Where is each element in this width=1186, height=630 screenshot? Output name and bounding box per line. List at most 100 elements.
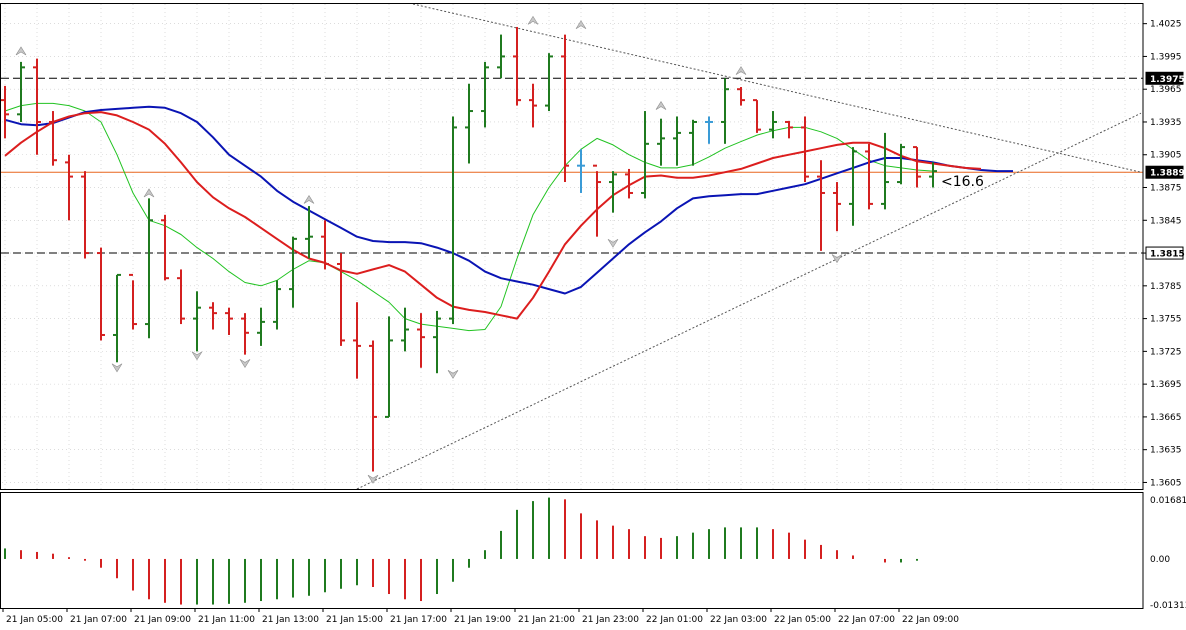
moving-averages bbox=[4, 102, 1013, 332]
ohlc-bar bbox=[929, 162, 937, 188]
ohlc-bar bbox=[81, 171, 89, 259]
ohlc-bar bbox=[897, 143, 905, 185]
ohlc-bar bbox=[529, 83, 537, 128]
price-tick-label: 1.3695 bbox=[1150, 380, 1182, 390]
price-badge-label: 1.3815 bbox=[1150, 250, 1185, 260]
time-tick-label: 22 Jan 03:00 bbox=[710, 615, 767, 625]
ma-green-line bbox=[4, 102, 934, 332]
ohlc-bar bbox=[337, 253, 345, 346]
ma-blue-line bbox=[4, 105, 1013, 295]
main-panel-frame bbox=[0, 3, 1144, 490]
time-tick-label: 21 Jan 13:00 bbox=[262, 615, 319, 625]
ohlc-bar bbox=[209, 302, 217, 330]
oscillator-tick-label: 0.01681 bbox=[1150, 496, 1186, 506]
price-tick-label: 1.3755 bbox=[1150, 315, 1182, 325]
ohlc-bar bbox=[1, 85, 9, 139]
ohlc-bar bbox=[657, 118, 665, 166]
ohlc-bar bbox=[321, 220, 329, 270]
ohlc-bar bbox=[513, 26, 521, 106]
fractal-up-icon bbox=[143, 188, 155, 198]
fractal-up-icon bbox=[575, 20, 587, 30]
ohlc-bar bbox=[465, 83, 473, 164]
ohlc-bar bbox=[49, 111, 57, 166]
ohlc-bar bbox=[385, 316, 393, 418]
axes: 1.4025 1.3995 1.3965 1.3935 1.3905 1.3875 1.38… bbox=[2, 20, 1186, 625]
price-badge: 1.3975 bbox=[1145, 71, 1185, 85]
ohlc-bar bbox=[801, 116, 809, 183]
time-tick-label: 21 Jan 11:00 bbox=[198, 615, 255, 625]
annotations: <16.6 bbox=[941, 174, 984, 190]
time-tick-label: 22 Jan 07:00 bbox=[838, 615, 895, 625]
price-tick-label: 1.3665 bbox=[1150, 413, 1182, 423]
fractal-down-icon bbox=[191, 351, 203, 361]
ohlc-bar bbox=[609, 171, 617, 213]
time-tick-label: 22 Jan 01:00 bbox=[646, 615, 703, 625]
ohlc-bar bbox=[257, 307, 265, 346]
time-tick-label: 21 Jan 19:00 bbox=[454, 615, 511, 625]
fractal-down-icon bbox=[367, 474, 379, 484]
ohlc-bar bbox=[497, 34, 505, 79]
ohlc-bar bbox=[97, 247, 105, 341]
ohlc-bar bbox=[673, 116, 681, 166]
ohlc-bar bbox=[273, 280, 281, 330]
time-tick-label: 21 Jan 23:00 bbox=[582, 615, 639, 625]
time-tick-label: 21 Jan 09:00 bbox=[134, 615, 191, 625]
trendline bbox=[356, 112, 1142, 490]
fractal-down-icon bbox=[239, 359, 251, 368]
price-tick-label: 1.3935 bbox=[1150, 118, 1182, 128]
fractal-up-icon bbox=[655, 101, 667, 110]
ohlc-bar bbox=[113, 273, 121, 363]
ohlc-bar bbox=[289, 236, 297, 308]
price-tick-label: 1.3605 bbox=[1150, 478, 1182, 488]
ohlc-bar bbox=[225, 307, 233, 335]
price-tick-label: 1.3905 bbox=[1150, 151, 1182, 161]
ohlc-bar bbox=[705, 116, 713, 144]
fractal-down-icon bbox=[607, 238, 619, 248]
ohlc-bar bbox=[481, 61, 489, 128]
ohlc-bar bbox=[65, 154, 73, 221]
price-badge-box bbox=[1145, 246, 1184, 260]
ohlc-bar bbox=[865, 143, 873, 210]
ohlc-bar bbox=[833, 182, 841, 232]
ohlc-bar bbox=[641, 111, 649, 199]
price-badge-box bbox=[1145, 165, 1184, 179]
fractal-up-icon bbox=[15, 46, 27, 56]
ohlc-bar bbox=[369, 340, 377, 472]
level-annotation: <16.6 bbox=[941, 174, 984, 190]
price-tick-label: 1.3965 bbox=[1150, 85, 1182, 95]
ohlc-bar bbox=[849, 147, 857, 226]
time-tick-label: 21 Jan 15:00 bbox=[326, 615, 383, 625]
price-badge-label: 1.3975 bbox=[1150, 75, 1185, 85]
price-bars bbox=[1, 26, 937, 472]
price-tick-label: 1.3995 bbox=[1150, 52, 1182, 62]
price-badge-box bbox=[1145, 71, 1184, 85]
ohlc-bar bbox=[785, 120, 793, 139]
ohlc-bar bbox=[161, 214, 169, 281]
fractal-down-icon bbox=[831, 254, 843, 264]
ohlc-bar bbox=[561, 34, 569, 183]
ohlc-bar bbox=[881, 132, 889, 210]
ohlc-bar bbox=[145, 198, 153, 339]
ohlc-bar bbox=[593, 164, 601, 237]
ohlc-bar bbox=[545, 53, 553, 112]
horizontal-lines bbox=[1, 77, 1143, 254]
time-tick-label: 21 Jan 07:00 bbox=[70, 615, 127, 625]
ohlc-bar bbox=[305, 206, 313, 259]
ohlc-bar bbox=[817, 160, 825, 251]
ohlc-bar bbox=[689, 119, 697, 166]
oscillator-tick-label: -0.01313 bbox=[1150, 601, 1186, 611]
trendline bbox=[412, 3, 1142, 173]
fractal-down-icon bbox=[447, 370, 459, 379]
ohlc-bar bbox=[577, 149, 585, 193]
fractal-arrows bbox=[15, 15, 843, 484]
ohlc-bar bbox=[753, 99, 761, 133]
ohlc-bar bbox=[193, 291, 201, 352]
price-tick-label: 1.3875 bbox=[1150, 184, 1182, 194]
fractal-down-icon bbox=[111, 363, 123, 373]
ohlc-bar bbox=[417, 313, 425, 368]
ohlc-bar bbox=[129, 273, 137, 330]
ohlc-bar bbox=[17, 61, 25, 122]
price-badge: 1.3889 bbox=[1145, 165, 1185, 179]
